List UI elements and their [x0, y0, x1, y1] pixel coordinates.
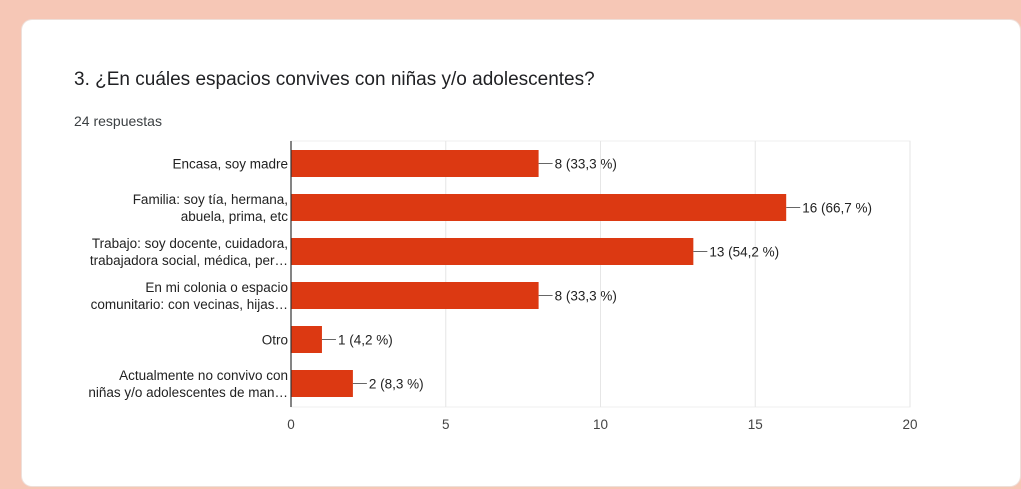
category-label: Actualmente no convivo con niñas y/o adol…: [88, 368, 288, 400]
bar: [291, 282, 539, 309]
bar: [291, 370, 353, 397]
bar: [291, 194, 787, 221]
x-tick-label: 5: [442, 417, 450, 432]
x-tick-label: 15: [748, 417, 763, 432]
value-label: 8 (33,3 %): [555, 289, 617, 304]
category-label: En mi colonia o espacio comunitario: con …: [91, 280, 288, 312]
x-tick-label: 0: [287, 417, 295, 432]
value-label: 1 (4,2 %): [338, 333, 393, 348]
bar: [291, 238, 694, 265]
category-label: Encasa, soy madre: [172, 157, 288, 172]
bar: [291, 150, 539, 177]
category-label: Trabajo: soy docente, cuidadora, trabajad…: [90, 236, 288, 268]
x-tick-label: 10: [593, 417, 608, 432]
value-label: 16 (66,7 %): [802, 201, 872, 216]
value-label: 8 (33,3 %): [555, 157, 617, 172]
value-label: 13 (54,2 %): [709, 245, 779, 260]
category-label: Otro: [262, 333, 288, 348]
bar: [291, 326, 322, 353]
question-title: 3. ¿En cuáles espacios convives con niña…: [74, 69, 595, 90]
response-count: 24 respuestas: [74, 113, 162, 129]
category-label: Familia: soy tía, hermana, abuela, prima,…: [133, 192, 289, 224]
x-tick-label: 20: [902, 417, 917, 432]
value-label: 2 (8,3 %): [369, 377, 424, 392]
